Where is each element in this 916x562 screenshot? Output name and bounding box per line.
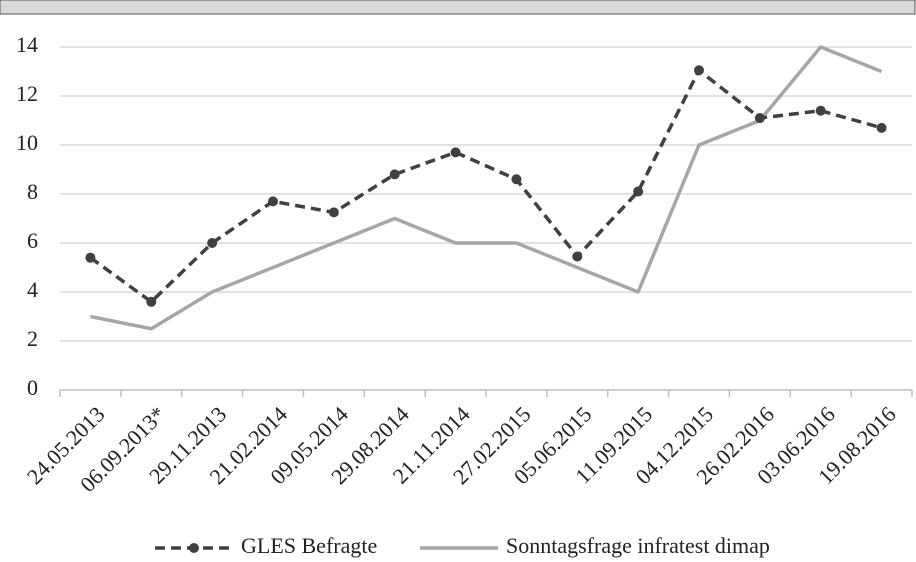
y-tick-label: 8 xyxy=(27,179,38,204)
legend-marker xyxy=(189,543,199,553)
data-point xyxy=(450,147,461,158)
data-point xyxy=(572,251,583,262)
data-point xyxy=(815,105,826,116)
y-tick-label: 2 xyxy=(27,326,38,351)
data-point xyxy=(85,252,96,263)
y-tick-label: 0 xyxy=(27,375,38,400)
legend-label: Sonntagsfrage infratest dimap xyxy=(506,533,770,558)
y-tick-label: 6 xyxy=(27,228,38,253)
data-point xyxy=(268,196,278,207)
series-line xyxy=(89,68,883,304)
data-point xyxy=(876,122,887,133)
header-band xyxy=(0,0,916,15)
y-tick-label: 14 xyxy=(16,32,38,57)
y-tick-label: 12 xyxy=(16,81,38,106)
y-tick-label: 4 xyxy=(27,277,38,302)
data-point xyxy=(754,113,765,124)
data-point xyxy=(694,65,704,76)
data-point xyxy=(633,186,644,197)
legend-label: GLES Befragte xyxy=(241,533,377,558)
y-tick-label: 10 xyxy=(16,130,38,155)
data-point xyxy=(389,169,400,180)
data-point xyxy=(511,174,522,185)
series-line xyxy=(90,45,883,331)
data-point xyxy=(146,296,157,307)
data-point xyxy=(328,207,339,218)
data-point xyxy=(207,238,218,248)
